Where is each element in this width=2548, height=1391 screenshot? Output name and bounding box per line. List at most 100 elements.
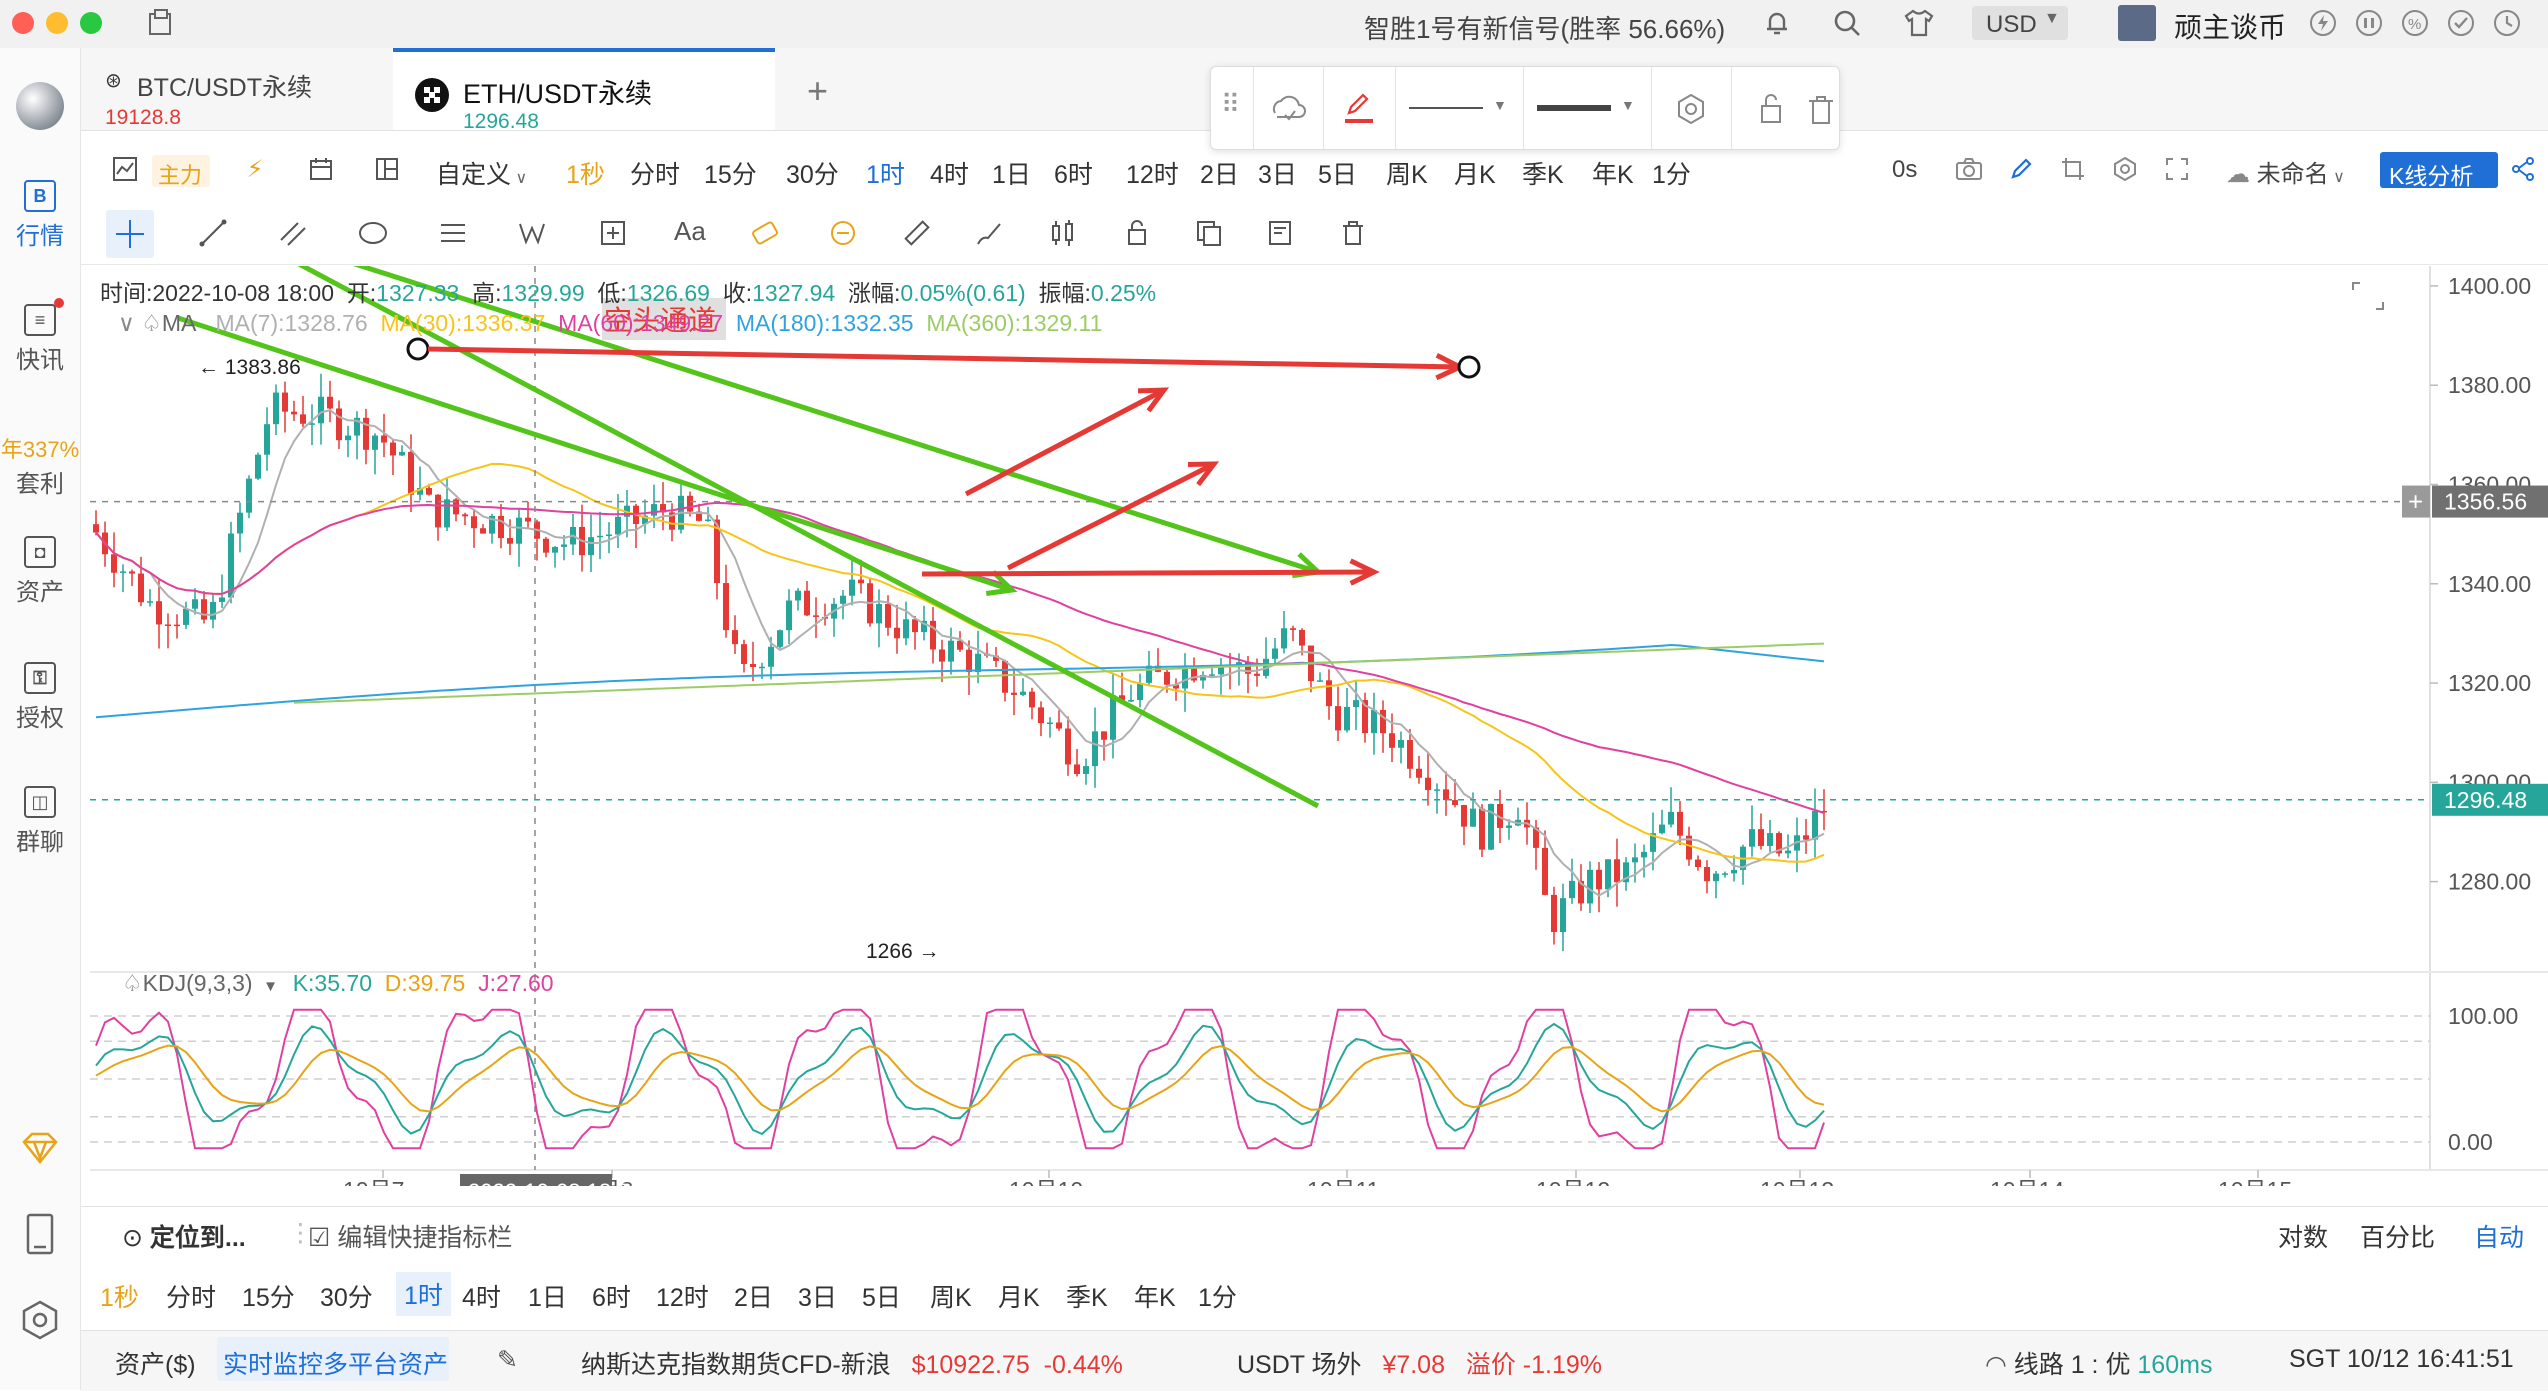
interval-7[interactable]: 6时 — [1054, 161, 1093, 189]
expand-chart-icon[interactable] — [2350, 280, 2386, 312]
bell-icon[interactable] — [1760, 6, 1794, 40]
template-icon[interactable] — [1267, 89, 1307, 129]
custom-interval-dropdown[interactable]: 自定义 ∨ — [436, 161, 528, 189]
locate-button[interactable]: ⊙ 定位到... — [122, 1218, 246, 1254]
interval-8[interactable]: 12时 — [1126, 161, 1179, 189]
settings-icon[interactable] — [18, 1298, 62, 1342]
check-icon[interactable] — [2444, 6, 2478, 40]
bottom-interval-1[interactable]: 分时 — [166, 1284, 217, 1312]
interval-14[interactable]: 季K — [1522, 161, 1564, 189]
chart-type-icon[interactable] — [108, 152, 142, 186]
delete-drawing-icon[interactable] — [1801, 89, 1841, 129]
monitor-assets-button[interactable]: 实时监控多平台资产 — [217, 1337, 449, 1381]
close-window-button[interactable] — [12, 12, 34, 34]
interval-1[interactable]: 分时 — [630, 161, 681, 189]
usdt-otc[interactable]: USDT 场外 ¥7.08 溢价 -1.19% — [1237, 1345, 1602, 1381]
sidebar-item-group-chat[interactable]: ◫ 群聊 — [0, 786, 80, 857]
pin-icon[interactable]: ✎ — [497, 1346, 518, 1374]
add-tab-button[interactable]: + — [807, 70, 829, 111]
interval-13[interactable]: 月K — [1454, 161, 1496, 189]
wave-tool-icon[interactable] — [516, 216, 550, 250]
fullscreen-icon[interactable] — [2160, 152, 2194, 186]
pause-icon[interactable] — [2352, 6, 2386, 40]
bottom-interval-3[interactable]: 30分 — [320, 1284, 373, 1312]
bottom-interval-11[interactable]: 5日 — [862, 1284, 901, 1312]
phone-icon[interactable] — [20, 1212, 60, 1256]
candle-tool-icon[interactable] — [1046, 216, 1080, 250]
trendline-tool-icon[interactable] — [196, 216, 230, 250]
sidebar-item-news[interactable]: ≡ 快讯 — [0, 298, 80, 375]
line-style-select[interactable] — [1409, 107, 1483, 109]
ellipse-tool-icon[interactable] — [356, 216, 390, 250]
bottom-interval-2[interactable]: 15分 — [242, 1284, 295, 1312]
signal-notice[interactable]: 智胜1号有新信号(胜率 56.66%) — [1364, 14, 1726, 44]
bottom-interval-16[interactable]: 1分 — [1198, 1284, 1237, 1312]
hex-settings-icon[interactable] — [2108, 152, 2142, 186]
sidebar-item-market[interactable]: B 行情 — [0, 180, 80, 251]
tab-btc[interactable]: ⊛ BTC/USDT永续 19128.8 — [81, 48, 391, 130]
ma-legend[interactable]: ∨ ♤MA MA(7):1328.76 MA(30):1336.37 MA(60… — [118, 310, 1103, 336]
ticker[interactable]: 纳斯达克指数期货CFD-新浪 $10922.75 -0.44% — [581, 1345, 1123, 1381]
measure-tool-icon[interactable] — [596, 216, 630, 250]
line-color-icon[interactable] — [1339, 87, 1379, 129]
connection-status[interactable]: ◠ 线路 1 : 优 160ms — [1985, 1345, 2212, 1381]
shirt-icon[interactable] — [1902, 6, 1936, 40]
drag-handle-icon[interactable]: ⠿ — [1221, 89, 1241, 119]
percent-scale-button[interactable]: 百分比 — [2360, 1224, 2436, 1252]
crosshair-tool[interactable] — [106, 210, 154, 258]
zoom-window-button[interactable] — [80, 12, 102, 34]
interval-11[interactable]: 5日 — [1318, 161, 1357, 189]
layout-icon[interactable] — [370, 152, 404, 186]
crop-icon[interactable] — [2056, 152, 2090, 186]
layout-save-dropdown[interactable]: ☁ 未命名 ∨ — [2226, 161, 2345, 188]
channel-tool-icon[interactable] — [276, 216, 310, 250]
diamond-icon[interactable] — [20, 1128, 60, 1168]
pencil-icon[interactable] — [2004, 152, 2038, 186]
interval-10[interactable]: 3日 — [1258, 161, 1297, 189]
bottom-interval-4[interactable]: 1时 — [396, 1272, 451, 1316]
clock-icon[interactable] — [2490, 6, 2524, 40]
interval-4[interactable]: 1时 — [866, 161, 905, 189]
interval-6[interactable]: 1日 — [992, 161, 1031, 189]
bottom-interval-0[interactable]: 1秒 — [100, 1284, 139, 1312]
bottom-interval-15[interactable]: 年K — [1134, 1284, 1176, 1312]
main-indicator-button[interactable]: 主力 — [152, 155, 210, 188]
drawing-settings-icon[interactable] — [1671, 89, 1711, 129]
line-width-select[interactable] — [1537, 105, 1611, 111]
interval-9[interactable]: 2日 — [1200, 161, 1239, 189]
kline-analysis-button[interactable]: K线分析 — [2380, 152, 2498, 189]
share-icon[interactable] — [2506, 152, 2540, 186]
bottom-interval-10[interactable]: 3日 — [798, 1284, 837, 1312]
kdj-legend[interactable]: ♤KDJ(9,3,3) ▼ K:35.70 D:39.75 J:27.60 — [122, 970, 554, 996]
fib-tool-icon[interactable] — [436, 216, 470, 250]
calendar-icon[interactable] — [304, 152, 338, 186]
search-icon[interactable] — [1830, 6, 1864, 40]
bottom-interval-8[interactable]: 12时 — [656, 1284, 709, 1312]
minimize-window-button[interactable] — [46, 12, 68, 34]
flash-icon[interactable]: ⚡ — [246, 155, 264, 183]
ruler-tool-icon[interactable] — [900, 216, 934, 250]
app-logo[interactable] — [16, 82, 64, 130]
interval-12[interactable]: 周K — [1386, 161, 1428, 189]
brush-tool-icon[interactable] — [972, 216, 1006, 250]
interval-0[interactable]: 1秒 — [566, 161, 605, 189]
new-window-icon[interactable] — [144, 6, 178, 40]
lock-tool-icon[interactable] — [826, 216, 860, 250]
sidebar-item-arbitrage[interactable]: 套利 — [0, 464, 80, 499]
tab-eth[interactable]: ETH/USDT永续 1296.48 — [393, 48, 775, 133]
interval-3[interactable]: 30分 — [786, 161, 839, 189]
interval-15[interactable]: 年K — [1592, 161, 1634, 189]
bottom-interval-13[interactable]: 月K — [998, 1284, 1040, 1312]
bottom-interval-5[interactable]: 4时 — [462, 1284, 501, 1312]
text-tool-icon[interactable]: Aa — [674, 216, 706, 246]
bottom-interval-14[interactable]: 季K — [1066, 1284, 1108, 1312]
magnet-tool-icon[interactable] — [748, 216, 782, 250]
copy-tool-icon[interactable] — [1192, 216, 1226, 250]
assets-label[interactable]: 资产($) — [115, 1351, 196, 1379]
user-name[interactable]: 顽主谈币 — [2174, 12, 2287, 43]
price-chart[interactable]: 1400.001380.001360.001340.001320.001300.… — [90, 266, 2548, 1186]
sidebar-item-assets[interactable]: ◘ 资产 — [0, 536, 80, 607]
camera-icon[interactable] — [1952, 152, 1986, 186]
avatar[interactable] — [2118, 5, 2156, 41]
bottom-interval-7[interactable]: 6时 — [592, 1284, 631, 1312]
